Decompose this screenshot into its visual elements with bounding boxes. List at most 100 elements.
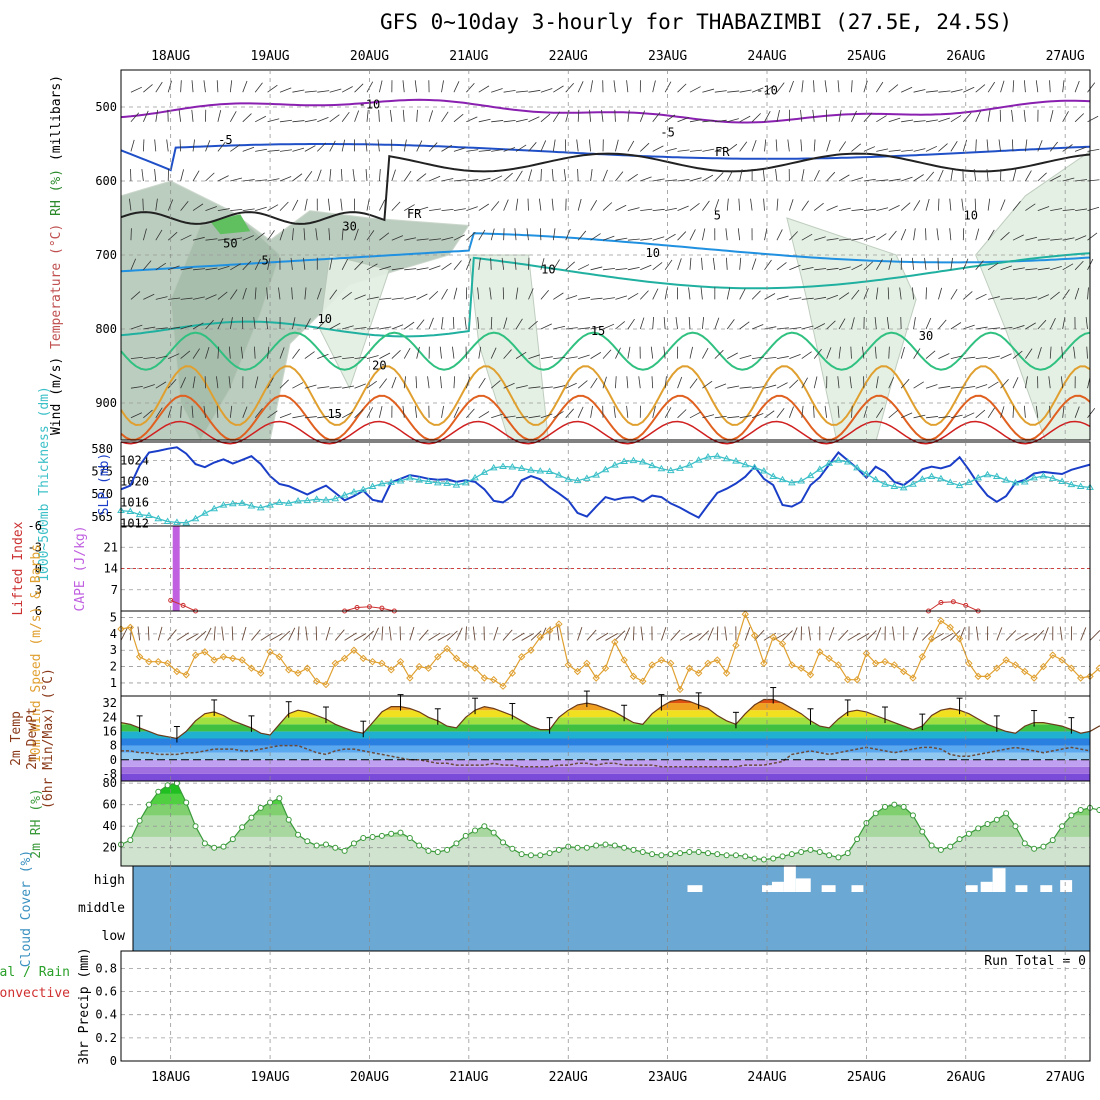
wind-barb [950,322,962,330]
wind-barb [1062,111,1069,122]
wind-barb [553,85,564,93]
wind-barb [651,376,654,389]
wind-barb [465,376,471,389]
wind-barb [478,118,491,123]
wind-barb [205,172,215,182]
wind-barb [317,117,329,123]
wind-barb [702,200,710,211]
rh-point [192,823,199,830]
wind-barb [329,169,332,182]
wind-barb [528,169,533,182]
wind-barb [305,626,308,641]
rh-point [742,853,749,860]
temp-band [121,773,1090,781]
wind-barb [959,627,966,641]
wind-barb [242,146,255,152]
wind-barb [689,257,692,270]
wind-speed-point [620,656,628,664]
wind-barb [640,142,650,152]
wind-barb [242,113,252,123]
wind-barb [974,198,977,211]
wind-barb [565,82,575,93]
wind-speed-point [545,626,554,635]
wind-barb [613,80,616,93]
rh-point [406,835,413,842]
wind-speed-point [285,666,293,674]
wind-barb [166,139,169,152]
wind-barb [813,139,816,152]
wind-barb [975,409,986,419]
wind-barb [888,346,890,359]
wind-barb [192,170,200,182]
wind-barb [528,142,537,152]
wind-barb [1062,405,1065,418]
wind-barb [440,376,442,389]
wind-barb [242,80,248,93]
wind-barb [279,87,292,93]
thickness-point [378,479,386,487]
wind-barb [764,111,771,122]
wind-barb [987,262,999,271]
wind-barb [329,140,336,152]
wind-barb [217,175,229,182]
precip-panel: 0 0.2 0.4 0.6 0.8 Run Total = 0 Total / Rain Co… [0,947,1091,1068]
thickness-point [154,514,163,522]
wind-barb [254,232,265,241]
wind-barb [402,405,405,418]
wind-barb [1012,297,1025,300]
thickness-point [1076,482,1085,489]
date-label-bottom: 23AUG [648,1070,687,1085]
wind-barb [478,377,486,389]
wind-speed-point [145,657,153,666]
wind-barb [752,386,765,389]
wind-barb [776,229,783,241]
wind-barb [627,266,640,271]
wind-barb [292,120,305,123]
rh-point [602,841,609,848]
wind-barb [341,86,353,93]
wind-barb [1075,208,1088,211]
wind-barb [963,324,975,330]
wind-barb [377,139,380,152]
wind-barb [292,415,305,419]
rh-point [1096,807,1100,814]
wind-barb [515,385,528,389]
rh-point [649,851,656,858]
wind-barb [267,346,270,359]
wind-barb [702,414,715,419]
cape-tick-label: 7 [111,583,118,597]
thickness-point [946,478,955,485]
wind-barb [315,626,318,641]
thickness-point [415,476,424,483]
wind-barb [577,380,588,389]
wind-barb [478,149,491,152]
wind-barb [1060,376,1064,389]
wind-barb [925,198,930,211]
wind-barb [698,630,710,641]
wind-speed-point [667,659,675,668]
wind-speed-point [210,656,218,664]
wind-barb [1062,317,1066,330]
contour-5 [120,232,1091,273]
wind-barb [515,198,519,211]
upper-air-ylabel: Wind (m/s) Temperature (°C) RH (%) (mill… [49,75,64,435]
wind-barb [851,143,862,152]
wind-speed-point [918,653,926,661]
wind-barb [1074,287,1080,300]
rh-point [378,832,385,839]
wind-barb [1050,208,1063,211]
wind-barb [727,90,740,93]
wind-speed-point [611,638,619,646]
wind-barb [679,632,693,641]
wind-barb [701,257,703,270]
wind-barb [254,346,256,359]
wind-barb [702,174,714,182]
rh-point [751,855,758,862]
wind-barb [925,317,932,330]
wind-barb [776,327,789,330]
temp-tick-label: -8 [103,767,117,781]
precip-ylabel-conv: Convective [0,986,70,1001]
wind-barb [1087,115,1099,123]
wind-barb [441,111,449,123]
wind-barb [664,287,668,300]
